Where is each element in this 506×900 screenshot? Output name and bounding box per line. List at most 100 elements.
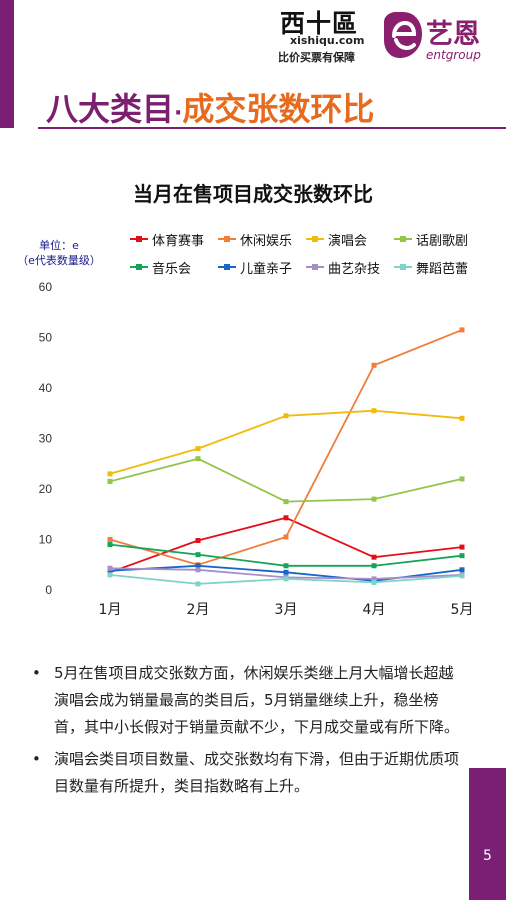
legend-label-drama: 话剧歌剧: [416, 233, 469, 249]
data-point-8: [107, 572, 113, 578]
data-point-5: [107, 542, 113, 548]
y-tick-label: 10: [39, 533, 53, 547]
data-point-2: [459, 327, 465, 333]
entgroup-logo: 艺恩 entgroup: [380, 8, 500, 64]
series-line-4: [109, 457, 463, 503]
data-point-6: [283, 569, 289, 575]
data-point-2: [371, 362, 377, 368]
legend-swatch-kids: [218, 264, 236, 270]
y-tick-label: 60: [39, 280, 53, 294]
chart-title: 当月在售项目成交张数环比: [133, 182, 373, 206]
slide-title: 八大类目·成交张数环比: [46, 84, 375, 128]
legend-swatch-leisure: [218, 236, 236, 242]
legend-swatch-concert: [306, 236, 324, 242]
data-point-1: [459, 544, 465, 550]
left-accent-bar: [0, 0, 14, 128]
data-point-6: [195, 563, 201, 569]
data-point-8: [459, 573, 465, 579]
data-point-1: [195, 538, 201, 544]
y-tick-label: 20: [39, 482, 53, 496]
data-point-6: [459, 567, 465, 573]
data-point-4: [107, 478, 113, 484]
data-point-3: [459, 415, 465, 421]
commentary-list: • 5月在售项目成交张数方面，休闲娱乐类继上月大幅增长超越演唱会成为销量最高的类…: [28, 660, 468, 800]
legend-item-concert: 演唱会: [306, 230, 368, 249]
bullet-marker: •: [32, 664, 41, 682]
xishiqu-slogan: 比价买票有保障: [278, 51, 355, 64]
data-point-4: [371, 496, 377, 502]
xishiqu-logo: 西十區 xishiqu.com 比价买票有保障: [270, 4, 380, 64]
data-point-6: [107, 568, 113, 574]
chart-unit-note: 单位：e （e代表数量级）: [4, 238, 114, 268]
data-point-1: [283, 515, 289, 521]
line-chart: 0 10 20 30 40 50 60 1月 2月 3月 4月 5月: [39, 280, 474, 618]
data-point-5: [195, 552, 201, 558]
data-point-7: [371, 576, 377, 582]
xishiqu-brand: 西十區: [280, 9, 359, 38]
data-point-3: [195, 446, 201, 452]
x-tick-label: 3月: [275, 602, 298, 618]
data-point-3: [371, 408, 377, 414]
legend-label-sports: 体育赛事: [152, 233, 205, 249]
data-point-4: [283, 499, 289, 505]
slide-title-separator: ·: [174, 101, 183, 126]
data-point-8: [195, 581, 201, 587]
commentary-text: 5月在售项目成交张数方面，休闲娱乐类继上月大幅增长超越演唱会成为销量最高的类目后…: [54, 664, 460, 736]
entgroup-name-cn: 艺恩: [426, 19, 480, 50]
x-tick-label: 5月: [451, 602, 474, 618]
legend-label-quyi: 曲艺杂技: [328, 261, 381, 277]
entgroup-mark-icon: [384, 12, 422, 58]
xishiqu-domain: xishiqu.com: [290, 34, 365, 47]
data-point-4: [459, 476, 465, 482]
y-tick-label: 40: [39, 381, 53, 395]
legend-label-dance: 舞蹈芭蕾: [416, 261, 469, 277]
data-point-2: [283, 534, 289, 540]
slide-title-part2: 成交张数环比: [182, 90, 375, 128]
y-tick-label: 30: [39, 432, 53, 446]
x-tick-label: 2月: [187, 602, 210, 618]
legend-label-kids: 儿童亲子: [240, 261, 293, 277]
data-point-3: [107, 471, 113, 477]
data-point-3: [283, 413, 289, 419]
legend-item-quyi: 曲艺杂技: [306, 258, 381, 277]
data-point-7: [107, 565, 113, 571]
bullet-marker: •: [32, 750, 41, 768]
data-point-1: [371, 554, 377, 560]
legend-swatch-quyi: [306, 264, 324, 270]
page-number: 5: [483, 848, 492, 864]
data-point-8: [371, 579, 377, 585]
slide-title-part1: 八大类目: [46, 90, 175, 128]
x-tick-label: 1月: [99, 602, 122, 618]
legend-item-music: 音乐会: [130, 258, 192, 277]
unit-line-1: 单位：e: [39, 239, 79, 252]
legend-label-concert: 演唱会: [328, 233, 368, 249]
legend-swatch-drama: [394, 236, 412, 242]
legend-item-kids: 儿童亲子: [218, 258, 293, 277]
series-line-3: [109, 409, 463, 475]
data-point-7: [195, 567, 201, 573]
legend-item-dance: 舞蹈芭蕾: [394, 258, 469, 277]
series-line-2: [109, 329, 463, 566]
data-point-5: [371, 563, 377, 569]
x-tick-label: 4月: [363, 602, 386, 618]
commentary-text: 演唱会类目项目数量、成交张数均有下滑，但由于近期优质项目数量有所提升，类目指数略…: [54, 750, 460, 795]
title-underline: [38, 127, 506, 129]
unit-line-2: （e代表数量级）: [17, 254, 101, 267]
legend-label-leisure: 休闲娱乐: [240, 233, 293, 249]
legend-item-sports: 体育赛事: [130, 230, 205, 249]
legend-swatch-sports: [130, 236, 148, 242]
y-tick-label: 50: [39, 331, 53, 345]
commentary-item: • 5月在售项目成交张数方面，休闲娱乐类继上月大幅增长超越演唱会成为销量最高的类…: [28, 660, 468, 741]
data-point-8: [283, 576, 289, 582]
page-number-tab: 5: [469, 768, 506, 900]
legend-item-drama: 话剧歌剧: [394, 230, 469, 249]
entgroup-name-en: entgroup: [426, 48, 481, 62]
data-point-4: [195, 456, 201, 462]
legend-swatch-dance: [394, 264, 412, 270]
legend-label-music: 音乐会: [152, 261, 192, 277]
y-tick-label: 0: [45, 583, 52, 597]
commentary-item: • 演唱会类目项目数量、成交张数均有下滑，但由于近期优质项目数量有所提升，类目指…: [28, 746, 468, 800]
data-point-5: [283, 563, 289, 569]
legend-item-leisure: 休闲娱乐: [218, 230, 293, 249]
legend-swatch-music: [130, 264, 148, 270]
